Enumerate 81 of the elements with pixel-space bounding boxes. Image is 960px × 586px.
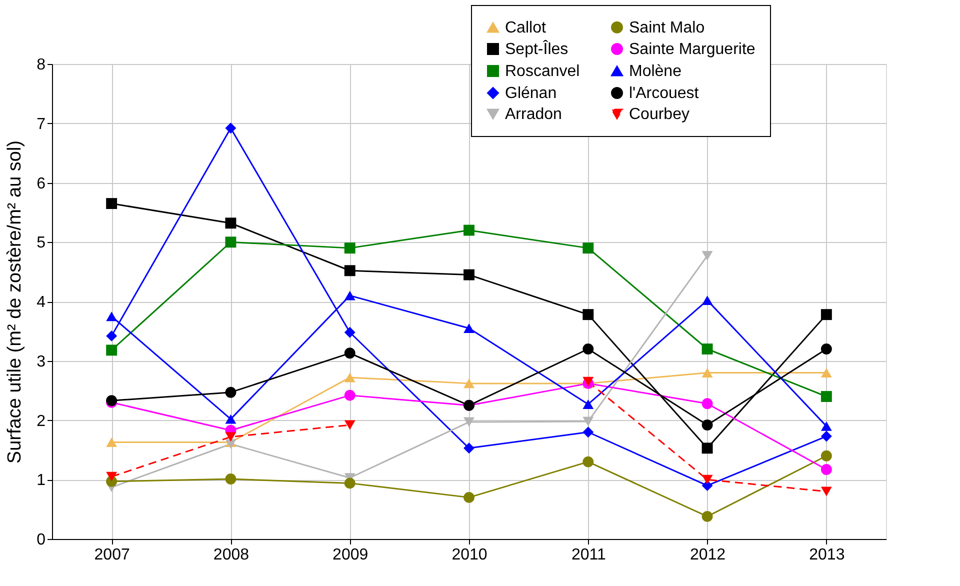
point bbox=[464, 417, 474, 427]
legend-label: Callot bbox=[505, 20, 546, 36]
point bbox=[582, 416, 594, 426]
point bbox=[106, 472, 118, 482]
legend-label: Sainte Marguerite bbox=[629, 41, 756, 58]
point bbox=[820, 464, 832, 475]
point bbox=[344, 348, 356, 359]
point bbox=[106, 330, 118, 342]
y-tick-label: 5 bbox=[36, 234, 46, 252]
point bbox=[344, 265, 356, 276]
x-tick-label: 2009 bbox=[332, 546, 368, 564]
point bbox=[464, 492, 474, 503]
x-tick-label: 2010 bbox=[452, 546, 488, 564]
y-tick-label: 4 bbox=[36, 294, 46, 311]
point bbox=[702, 344, 713, 354]
x-tick-label: 2013 bbox=[809, 546, 845, 564]
point bbox=[464, 442, 474, 454]
y-tick-label: 7 bbox=[36, 116, 46, 133]
point bbox=[225, 474, 236, 484]
point bbox=[820, 368, 832, 378]
point bbox=[582, 242, 594, 254]
y-tick-label: 6 bbox=[36, 175, 46, 192]
point bbox=[702, 510, 713, 522]
legend-label: Saint Malo bbox=[629, 19, 705, 36]
point bbox=[225, 218, 236, 229]
point bbox=[464, 269, 474, 280]
legend-label: Arradon bbox=[505, 106, 562, 123]
point bbox=[344, 478, 356, 489]
point bbox=[344, 242, 356, 254]
point bbox=[106, 312, 118, 322]
y-tick-label: 0 bbox=[36, 532, 46, 548]
point bbox=[702, 398, 713, 410]
point bbox=[225, 236, 236, 248]
point bbox=[820, 450, 832, 462]
point bbox=[344, 372, 356, 382]
point bbox=[582, 426, 594, 438]
x-tick-label: 2012 bbox=[690, 546, 726, 564]
point bbox=[225, 122, 236, 134]
point bbox=[106, 198, 118, 210]
point bbox=[702, 251, 713, 261]
point bbox=[820, 430, 832, 442]
y-tick-label: 3 bbox=[36, 353, 46, 370]
point bbox=[225, 386, 236, 398]
point bbox=[344, 420, 356, 430]
point bbox=[582, 399, 594, 409]
y-tick-label: 8 bbox=[36, 56, 46, 74]
point bbox=[702, 368, 713, 378]
point bbox=[582, 456, 594, 468]
point bbox=[344, 390, 356, 401]
legend-label: Roscanvel bbox=[505, 63, 580, 80]
point bbox=[702, 442, 713, 454]
x-tick-label: 2008 bbox=[213, 546, 250, 564]
y-axis-title: Surface utile (m² de zostère/m² au sol) bbox=[4, 140, 26, 464]
point bbox=[106, 344, 118, 356]
point bbox=[464, 323, 474, 333]
x-tick-label: 2007 bbox=[94, 546, 130, 564]
point bbox=[344, 326, 356, 338]
legend-label: Courbey bbox=[629, 106, 690, 123]
y-tick-label: 1 bbox=[36, 472, 46, 490]
point bbox=[702, 296, 713, 306]
legend-label: Molène bbox=[629, 63, 682, 80]
legend-label: Glénan bbox=[505, 85, 557, 102]
legend-label: l'Arcouest bbox=[629, 85, 700, 102]
x-tick-label: 2011 bbox=[571, 546, 606, 564]
point bbox=[820, 309, 832, 320]
point bbox=[820, 344, 832, 354]
point bbox=[820, 391, 832, 402]
point bbox=[582, 309, 594, 320]
point bbox=[464, 378, 474, 388]
point bbox=[225, 414, 236, 424]
point bbox=[464, 224, 474, 236]
point bbox=[344, 290, 356, 300]
point bbox=[702, 474, 713, 484]
y-tick-label: 2 bbox=[36, 412, 46, 430]
legend-label: Sept-Îles bbox=[505, 40, 568, 58]
point bbox=[106, 437, 118, 447]
point bbox=[702, 420, 713, 430]
point bbox=[820, 421, 832, 431]
point bbox=[225, 432, 236, 442]
point bbox=[582, 344, 594, 354]
point bbox=[820, 486, 832, 496]
